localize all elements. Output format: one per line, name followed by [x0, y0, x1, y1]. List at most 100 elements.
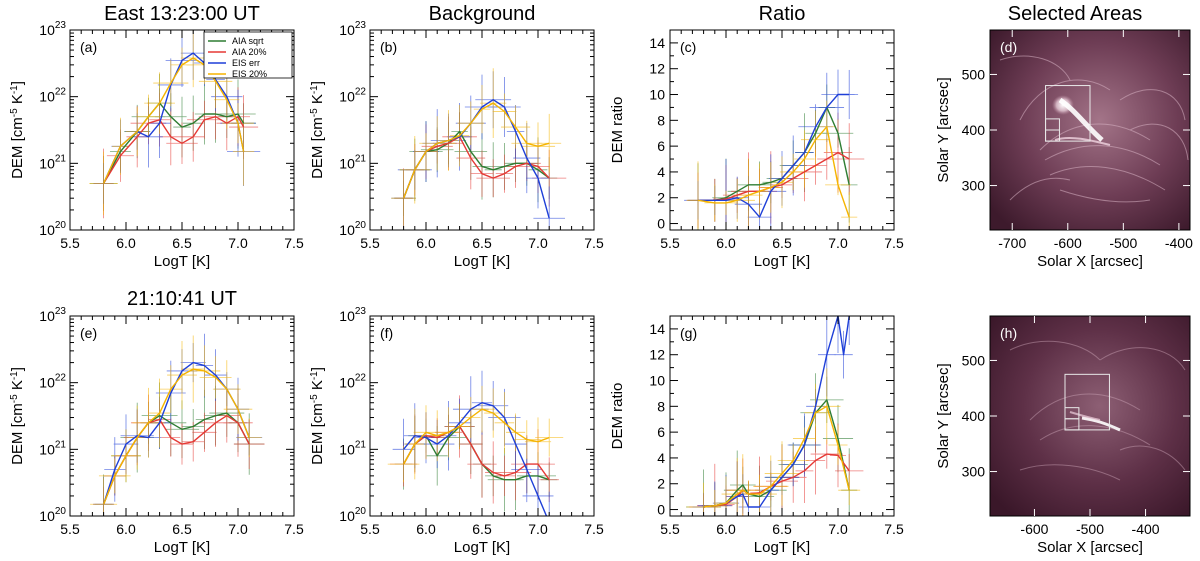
x-axis-label: LogT [K] [154, 539, 210, 556]
y-tick-label: 8 [657, 112, 665, 128]
y-tick-label: 400 [962, 408, 986, 424]
y-tick-label: 1023 [339, 306, 366, 324]
y-axis-label: Solar Y [arcsec] [935, 363, 952, 468]
y-tick-label: 1020 [39, 220, 66, 238]
x-tick-label: 5.5 [60, 235, 80, 251]
y-tick-label: 1020 [39, 506, 66, 524]
panel-h: (h) -600 -500 -400 300 400 500 Solar X [arcsec… [935, 315, 1191, 556]
y-axis-label: DEM [cm-5 K-1] [9, 367, 27, 465]
y-tick-label: 0 [657, 502, 665, 518]
errorbars-aia-20- [687, 112, 865, 230]
x-tick-label: 6.5 [172, 235, 192, 251]
series-eis-20- [703, 405, 850, 508]
y-tick-label: 10 [649, 87, 665, 103]
solar-map-h [990, 316, 1190, 516]
x-tick-label: 7.0 [228, 521, 248, 537]
y-tick-label: 10 [649, 373, 665, 389]
series-eis-20- [697, 126, 850, 218]
series-eis-err [703, 316, 850, 508]
errorbars-aia-sqrt [394, 403, 558, 512]
panel-d: (d) -700 -600 -500 -400 300 400 500 Solar X [ar… [935, 29, 1193, 270]
y-tick-label: 8 [657, 398, 665, 414]
panel-a: 5.5 6.0 6.5 7.0 7.5 1020 1021 1022 1023 LogT [K] D… [9, 20, 304, 270]
y-tick-label: 1021 [39, 153, 66, 171]
x-tick-label: 6.5 [472, 235, 492, 251]
x-tick-label: 7.5 [284, 235, 304, 251]
panel-g: 5.5 6.0 6.5 7.0 7.5 0 2 4 6 8 10 12 14 LogT [K] DEM ra… [609, 315, 904, 556]
errorbars-eis-20- [391, 68, 562, 226]
selected-area-box [1064, 373, 1110, 431]
panel-letter: (c) [680, 39, 696, 55]
series-eis-20- [102, 57, 245, 184]
errorbars-eis-20- [387, 385, 564, 483]
x-tick-label: 6.0 [116, 235, 136, 251]
x-tick-label: 5.5 [660, 521, 680, 537]
y-axis-label: DEM ratio [609, 383, 626, 450]
x-tick-label: 7.0 [528, 521, 548, 537]
x-tick-label: 6.0 [716, 521, 736, 537]
series-eis-20- [402, 408, 550, 465]
y-axis-label: Solar Y [arcsec] [935, 77, 952, 182]
panel-e: 5.5 6.0 6.5 7.0 7.5 1020 1021 1022 1023 LogT [K] D… [9, 306, 304, 556]
x-tick-label: -500 [1109, 235, 1137, 251]
y-tick-label: 400 [962, 122, 986, 138]
y-tick-label: 2 [657, 476, 665, 492]
errorbars-eis-20- [90, 335, 262, 516]
x-tick-label: 7.5 [884, 235, 904, 251]
panel-c: 5.5 6.0 6.5 7.0 7.5 0 2 4 6 8 10 12 14 LogT [K] DEM ra… [609, 29, 904, 270]
x-tick-label: 7.5 [584, 235, 604, 251]
panel-letter: (f) [380, 325, 393, 341]
x-tick-label: 7.5 [584, 521, 604, 537]
x-tick-label: 7.0 [828, 521, 848, 537]
x-tick-label: 6.0 [416, 235, 436, 251]
legend-label: EIS err [232, 58, 260, 68]
x-tick-label: 6.5 [472, 521, 492, 537]
series-aia-sqrt [703, 399, 850, 508]
x-tick-label: -600 [1020, 521, 1048, 537]
x-tick-label: 5.5 [60, 521, 80, 537]
x-tick-label: 7.0 [228, 235, 248, 251]
y-tick-label: 12 [649, 347, 665, 363]
selected-area-box [1064, 418, 1080, 431]
x-tick-label: -600 [1054, 235, 1082, 251]
x-tick-label: -500 [1076, 521, 1104, 537]
y-tick-label: 1022 [39, 373, 66, 391]
panel-b: 5.5 6.0 6.5 7.0 7.5 1020 1021 1022 1023 LogT [K] D… [309, 20, 604, 270]
y-tick-label: 2 [657, 190, 665, 206]
y-tick-label: 1021 [339, 439, 366, 457]
selected-area-box [1045, 129, 1060, 142]
title-selected-areas: Selected Areas [1008, 3, 1143, 25]
errorbars-aia-sqrt [686, 373, 858, 516]
y-tick-label: 300 [962, 178, 986, 194]
x-axis-label: Solar X [arcsec] [1037, 253, 1143, 270]
x-axis-label: LogT [K] [454, 539, 510, 556]
x-tick-label: 7.0 [528, 235, 548, 251]
panel-letter-h: (h) [1000, 325, 1017, 341]
panel-letter: (g) [680, 325, 697, 341]
y-tick-label: 14 [649, 321, 665, 337]
errorbars-aia-20- [93, 388, 265, 516]
title-row2-time: 21:10:41 UT [127, 288, 237, 310]
y-tick-label: 1021 [39, 439, 66, 457]
panel-letter: (b) [380, 39, 397, 55]
x-tick-label: 5.5 [360, 235, 380, 251]
y-tick-label: 1020 [339, 220, 366, 238]
title-background: Background [429, 3, 536, 25]
x-tick-label: 6.5 [172, 521, 192, 537]
y-tick-label: 500 [962, 66, 986, 82]
x-tick-label: 5.5 [660, 235, 680, 251]
legend-label: AIA 20% [232, 47, 267, 57]
y-axis-label: DEM ratio [609, 97, 626, 164]
y-tick-label: 6 [657, 424, 665, 440]
errorbars-aia-sqrt [89, 73, 257, 211]
series-aia-20- [103, 116, 245, 184]
series-aia-sqrt [102, 412, 250, 505]
x-tick-label: 7.0 [828, 235, 848, 251]
errorbars-eis-20- [686, 368, 861, 516]
selected-area-box [1045, 85, 1091, 142]
y-tick-label: 500 [962, 352, 986, 368]
legend-label: EIS 20% [232, 69, 267, 79]
y-tick-label: 300 [962, 464, 986, 480]
